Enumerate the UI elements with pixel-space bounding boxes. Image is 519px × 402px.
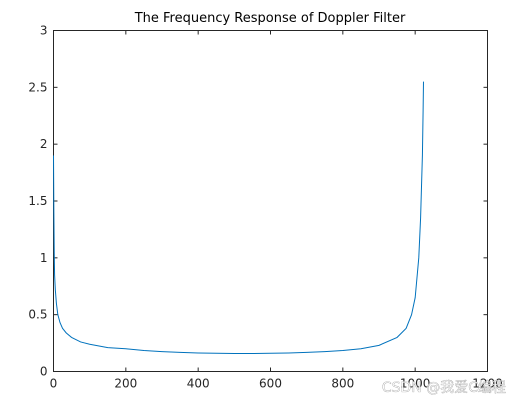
plot-area xyxy=(53,30,488,372)
series-line-frequency-response xyxy=(53,81,424,355)
x-tick-label: 400 xyxy=(187,377,210,391)
chart-title: The Frequency Response of Doppler Filter xyxy=(134,11,406,26)
y-tick-label: 0.5 xyxy=(28,308,47,322)
x-tick-label: 1200 xyxy=(472,377,503,391)
x-tick-label: 0 xyxy=(50,377,58,391)
x-tick-label: 200 xyxy=(114,377,137,391)
x-axis-ticks: 0 200 400 600 800 1000 1200 xyxy=(50,30,503,391)
y-tick-label: 1.5 xyxy=(28,194,47,208)
watermark-text: CSDN @我爱C编程 xyxy=(382,380,506,396)
y-tick-label: 2.5 xyxy=(28,80,47,94)
y-axis-ticks: 0 0.5 1 1.5 2 2.5 3 xyxy=(28,24,488,379)
y-tick-label: 1 xyxy=(40,251,48,265)
x-tick-label: 1000 xyxy=(400,377,431,391)
y-tick-label: 0 xyxy=(40,365,48,379)
x-tick-label: 600 xyxy=(259,377,282,391)
y-tick-label: 2 xyxy=(40,137,48,151)
x-tick-label: 800 xyxy=(331,377,354,391)
y-tick-label: 3 xyxy=(40,24,48,38)
